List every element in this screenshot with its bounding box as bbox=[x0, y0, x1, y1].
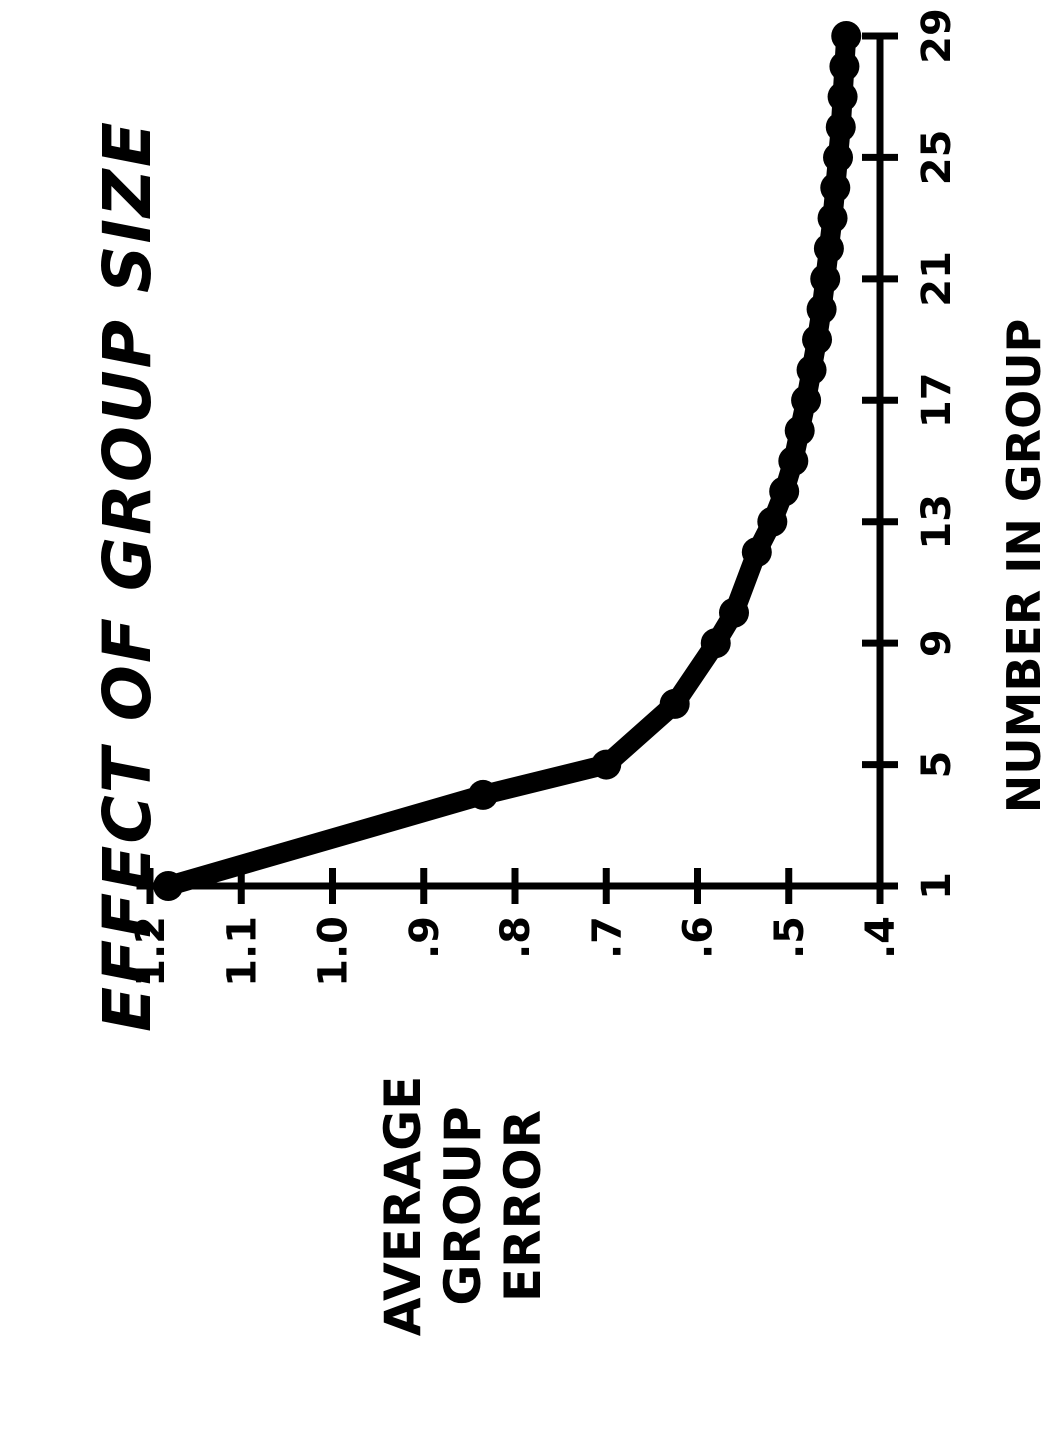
data-point-16 bbox=[813, 233, 844, 264]
data-point-11 bbox=[791, 385, 822, 416]
data-point-12 bbox=[796, 354, 827, 385]
data-point-23 bbox=[831, 21, 862, 51]
data-point-7 bbox=[757, 506, 788, 537]
data-point-4 bbox=[700, 628, 731, 659]
series-line bbox=[158, 26, 857, 896]
x-tick-label-2: 9 bbox=[914, 629, 960, 657]
data-point-8 bbox=[769, 476, 800, 507]
y-axis-title-line-3: ERROR bbox=[494, 1110, 552, 1302]
data-points bbox=[153, 21, 862, 901]
data-point-5 bbox=[719, 597, 749, 628]
y-tick-label-0: 1.2 bbox=[128, 916, 174, 987]
x-axis-ticks: 1 5 9 13 17 21 25 29 bbox=[862, 8, 960, 900]
y-tick-label-7: .5 bbox=[767, 916, 813, 959]
data-point-19 bbox=[823, 142, 854, 173]
y-tick-label-6: .6 bbox=[676, 916, 722, 959]
x-tick-label-1: 5 bbox=[914, 751, 960, 779]
data-point-22 bbox=[829, 51, 860, 82]
data-point-18 bbox=[820, 172, 851, 203]
data-point-15 bbox=[810, 263, 841, 294]
y-tick-label-3: .9 bbox=[402, 916, 448, 959]
data-point-3 bbox=[659, 688, 690, 719]
data-point-17 bbox=[817, 203, 848, 234]
x-tick-label-5: 21 bbox=[914, 251, 960, 307]
data-point-21 bbox=[827, 81, 858, 112]
y-tick-label-5: .7 bbox=[584, 916, 630, 959]
y-tick-label-1: 1.1 bbox=[219, 916, 265, 987]
data-point-9 bbox=[778, 446, 809, 476]
data-point-0 bbox=[153, 871, 184, 901]
x-tick-label-3: 13 bbox=[914, 494, 960, 550]
x-axis-title: NUMBER IN GROUP bbox=[997, 319, 1044, 814]
y-tick-label-8: .4 bbox=[858, 916, 904, 959]
x-tick-label-6: 25 bbox=[914, 130, 960, 186]
data-point-10 bbox=[784, 415, 815, 446]
x-tick-label-7: 29 bbox=[914, 8, 960, 64]
x-tick-label-0: 1 bbox=[914, 872, 960, 900]
data-point-20 bbox=[825, 112, 856, 143]
y-axis-title-line-2: GROUP bbox=[434, 1106, 492, 1305]
chart-title: EFFECT OF GROUP SIZE bbox=[89, 120, 166, 1032]
y-tick-label-2: 1.0 bbox=[311, 916, 357, 987]
x-tick-label-4: 17 bbox=[914, 372, 960, 428]
data-point-2 bbox=[591, 749, 622, 780]
data-point-14 bbox=[806, 294, 837, 325]
axis-lines bbox=[136, 32, 884, 890]
data-point-13 bbox=[802, 324, 833, 355]
y-tick-label-4: .8 bbox=[493, 916, 539, 959]
y-axis-title-line-1: AVERAGE bbox=[374, 1076, 432, 1337]
rotated-chart-group: EFFECT OF GROUP SIZE 1.2 1.1 1.0 .9 .8 .7 .6 .5… bbox=[89, 8, 1044, 1336]
data-point-6 bbox=[741, 537, 772, 568]
data-point-1 bbox=[468, 779, 499, 810]
